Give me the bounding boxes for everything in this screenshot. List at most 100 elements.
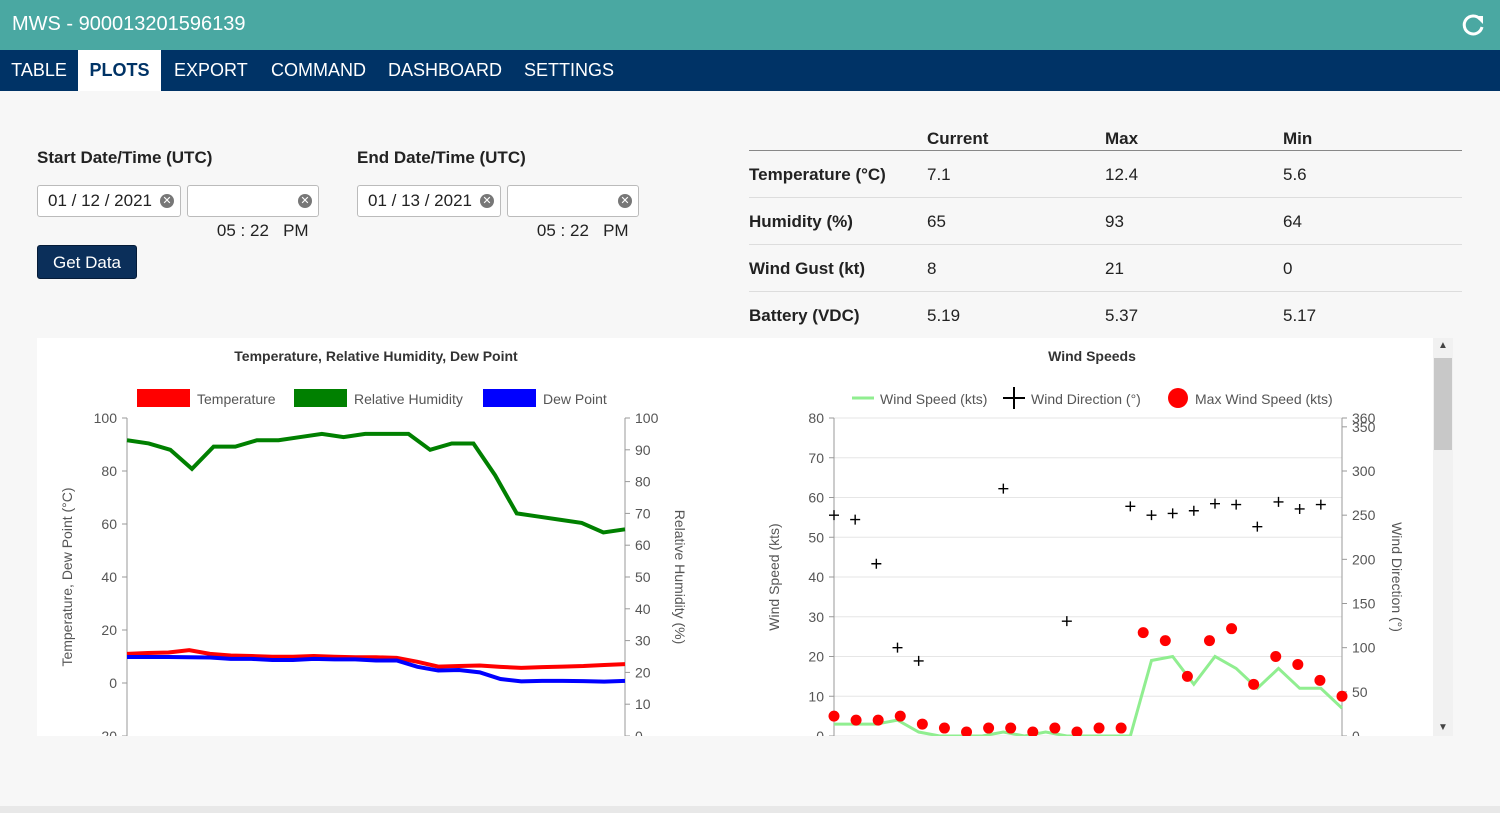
y2-tick-label: 70 (635, 505, 651, 521)
data-point (1093, 722, 1105, 734)
data-point (1027, 726, 1039, 736)
end-datetime-label: End Date/Time (UTC) (357, 148, 526, 167)
data-point (1294, 503, 1305, 514)
series-line (126, 431, 626, 535)
data-point (1315, 499, 1326, 510)
legend-label: Relative Humidity (354, 391, 463, 407)
clear-icon[interactable]: ✕ (618, 194, 632, 208)
legend-swatch (1003, 387, 1025, 409)
y2-tick-label: 350 (1352, 419, 1376, 435)
data-point (872, 714, 884, 726)
row-label: Temperature (°C) (749, 165, 886, 184)
y2-tick-label: 0 (635, 728, 643, 736)
data-point (1314, 674, 1326, 686)
y-tick-label: 30 (808, 609, 824, 625)
scroll-thumb[interactable] (1434, 358, 1452, 450)
row-label: Humidity (%) (749, 212, 853, 231)
y2-tick-label: 360 (1352, 410, 1376, 426)
legend-swatch (137, 389, 190, 407)
legend-swatch (483, 389, 536, 407)
scroll-up-icon[interactable]: ▲ (1438, 340, 1448, 351)
legend-label: Wind Direction (°) (1031, 391, 1141, 407)
data-point (916, 718, 928, 730)
table-cell: 7.1 (927, 165, 951, 184)
clear-icon[interactable]: ✕ (160, 194, 174, 208)
y2-tick-label: 100 (635, 410, 659, 426)
table-cell: 5.19 (927, 306, 961, 325)
legend-label: Wind Speed (kts) (880, 391, 987, 407)
data-point (1167, 508, 1178, 519)
row-label: Wind Gust (kt) (749, 259, 865, 278)
start-date-value: 01 / 12 / 2021 (48, 191, 152, 210)
title-bar: MWS - 900013201596139 (0, 0, 1500, 50)
y-tick-label: 0 (109, 675, 117, 691)
row-label: Battery (VDC) (749, 306, 860, 325)
scroll-down-icon[interactable]: ▼ (1438, 722, 1448, 733)
main-nav: TABLE PLOTS EXPORT COMMAND DASHBOARD SET… (0, 50, 1500, 91)
legend-label: Max Wind Speed (kts) (1195, 391, 1333, 407)
data-point (1125, 501, 1136, 512)
data-point (1049, 722, 1061, 734)
y-tick-label: 20 (808, 649, 824, 665)
y2-tick-label: 0 (1352, 728, 1360, 736)
table-cell: 8 (927, 259, 937, 278)
legend-swatch (1168, 388, 1188, 408)
data-point (1252, 521, 1263, 532)
y2-tick-label: 10 (635, 696, 651, 712)
start-time-input[interactable]: 05 : 22 PM ✕ (187, 185, 319, 240)
y-tick-label: 70 (808, 450, 824, 466)
data-point (998, 483, 1009, 494)
y-tick-label: 0 (816, 728, 824, 736)
legend-label: Temperature (197, 391, 276, 407)
end-time-value: 05 : 22 PM (536, 221, 629, 240)
tab-plots[interactable]: PLOTS (78, 50, 161, 91)
get-data-button[interactable]: Get Data (37, 245, 137, 279)
data-point (1137, 627, 1149, 639)
plots-panel[interactable]: Temperature, Relative Humidity, Dew Poin… (37, 338, 1453, 736)
data-point (913, 655, 924, 666)
y2-tick-label: 150 (1352, 596, 1376, 612)
data-point (1005, 722, 1017, 734)
clear-icon[interactable]: ✕ (298, 194, 312, 208)
data-point (1248, 678, 1260, 690)
y-axis-label: Temperature, Dew Point (°C) (59, 487, 75, 666)
tab-command[interactable]: COMMAND (271, 60, 366, 80)
start-date-input[interactable]: 01 / 12 / 2021 ✕ (37, 185, 181, 217)
plots-scrollbar[interactable]: ▲ ▼ (1433, 338, 1453, 736)
column-header: Max (1105, 129, 1139, 148)
y2-tick-label: 200 (1352, 551, 1376, 567)
table-cell: 5.6 (1283, 165, 1307, 184)
series-line (127, 655, 626, 684)
chart-title: Temperature, Relative Humidity, Dew Poin… (234, 348, 518, 364)
data-point (1210, 498, 1220, 509)
plots-page: Start Date/Time (UTC) 01 / 12 / 2021 ✕ 0… (0, 91, 1500, 811)
y-tick-label: 60 (101, 516, 117, 532)
y-tick-label: 40 (101, 569, 117, 585)
y2-axis-label: Relative Humidity (%) (672, 510, 688, 645)
tab-settings[interactable]: SETTINGS (524, 60, 615, 80)
refresh-icon[interactable] (1460, 12, 1486, 38)
series-line (126, 648, 626, 670)
charts-svg: Temperature, Relative Humidity, Dew Poin… (59, 348, 1405, 736)
data-point (1203, 635, 1215, 647)
data-point (1231, 499, 1242, 510)
clear-icon[interactable]: ✕ (480, 194, 494, 208)
y2-tick-label: 100 (1352, 640, 1376, 656)
data-point (892, 642, 903, 653)
tab-export[interactable]: EXPORT (174, 60, 248, 80)
end-time-input[interactable]: 05 : 22 PM ✕ (507, 185, 639, 240)
data-point (894, 710, 906, 722)
table-cell: 12.4 (1105, 165, 1139, 184)
end-date-input[interactable]: 01 / 13 / 2021 ✕ (357, 185, 501, 217)
y2-axis-label: Wind Direction (°) (1389, 522, 1405, 632)
tab-table[interactable]: TABLE (11, 60, 67, 80)
tab-dashboard[interactable]: DASHBOARD (388, 60, 503, 80)
data-point (1273, 496, 1284, 507)
data-point (828, 710, 840, 722)
y-tick-label: 20 (101, 622, 117, 638)
y2-tick-label: 50 (635, 569, 651, 585)
data-point (871, 558, 882, 569)
chart-title: Wind Speeds (1048, 348, 1136, 364)
data-point (1181, 670, 1193, 682)
data-point (1292, 658, 1304, 670)
